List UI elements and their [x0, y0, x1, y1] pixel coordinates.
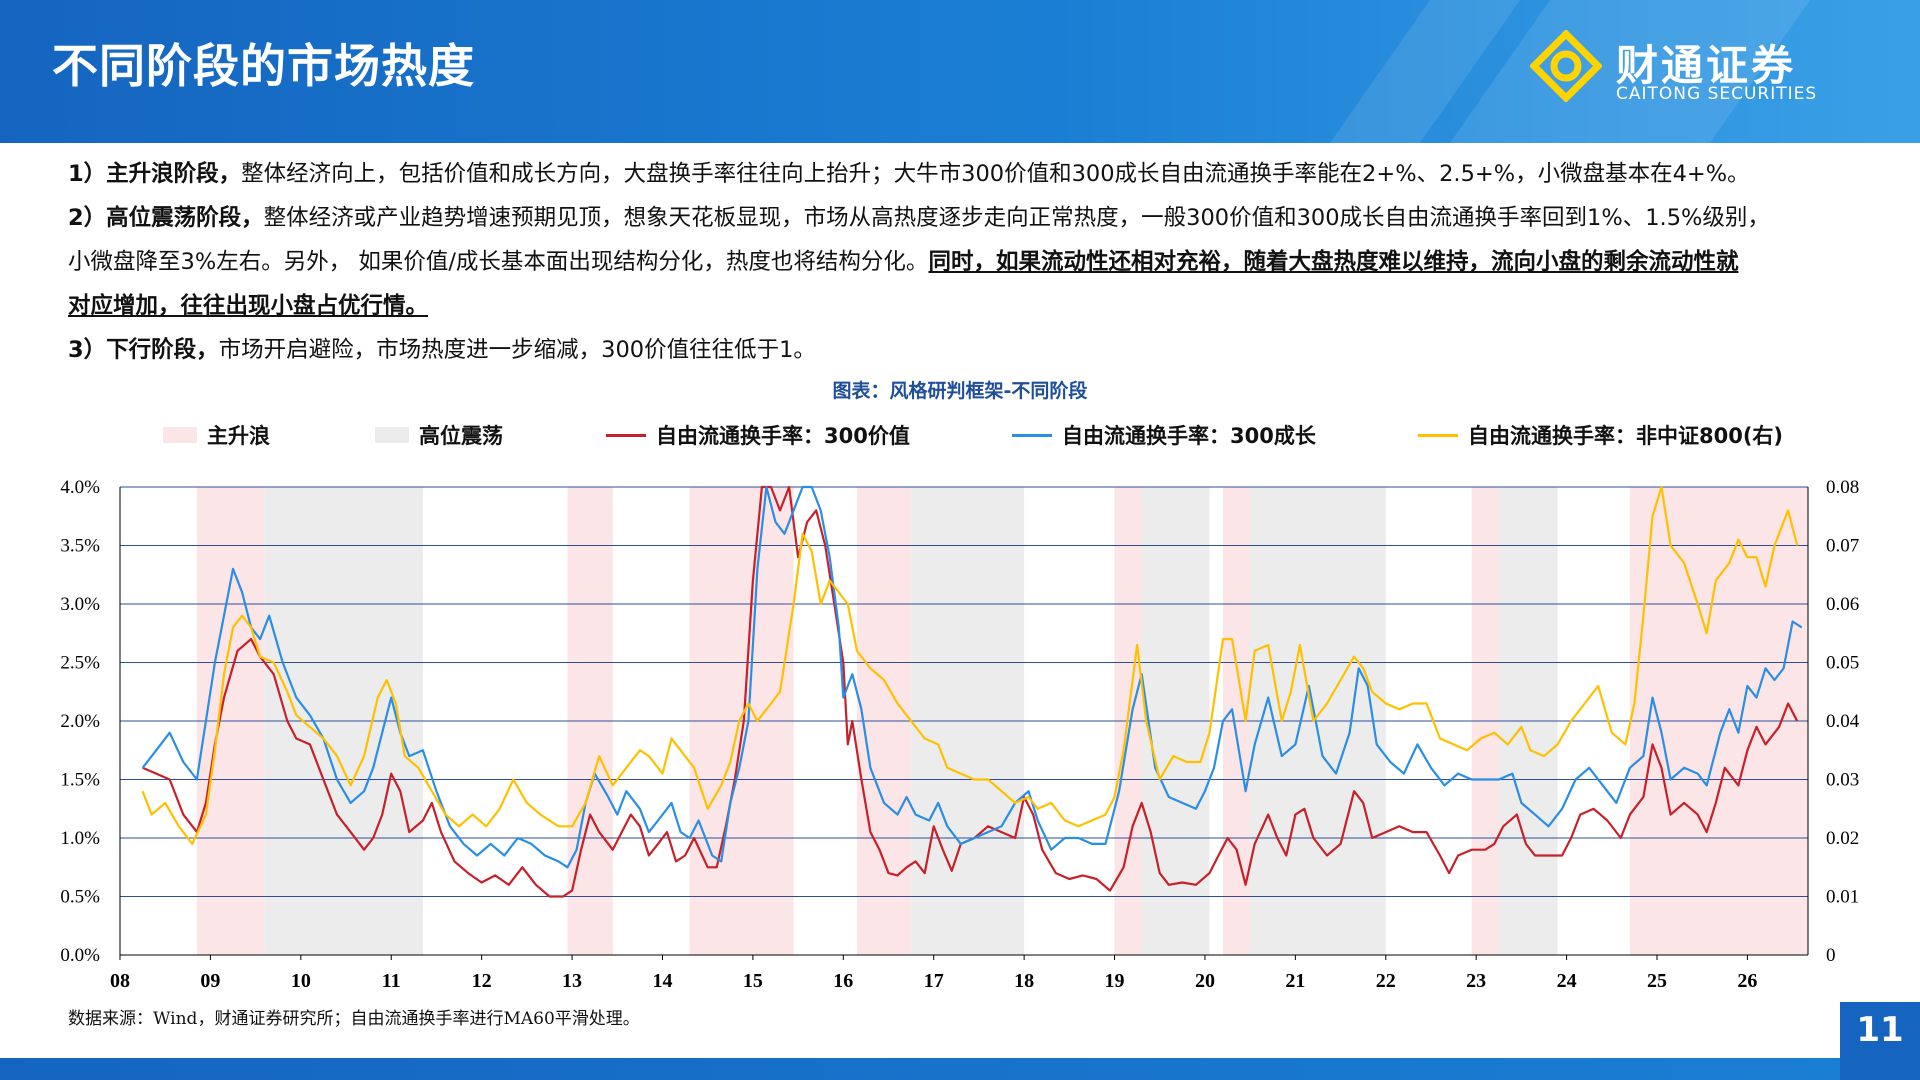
x-tick-label: 19 [1105, 970, 1125, 992]
y-left-tick-label: 3.0% [60, 594, 100, 615]
legend-rise: 主升浪 [163, 420, 270, 450]
paragraph-2: 2）高位震荡阶段，整体经济或产业趋势增速预期见顶，想象天花板显现，市场从高热度逐… [68, 196, 1770, 240]
footer-bar [0, 1058, 1920, 1080]
y-left-tick-label: 1.0% [60, 828, 100, 849]
y-right-tick-label: 0.06 [1826, 594, 1859, 615]
paragraph-3: 3）下行阶段，市场开启避险，市场热度进一步缩减，300价值往往低于1。 [68, 328, 816, 372]
x-tick-label: 23 [1466, 970, 1486, 992]
turnover-chart: 0.0% 0.5% 1.0% 1.5% 2.0% 2.5% 3.0% 3.5% 4.0% 0 0.0… [60, 477, 1860, 992]
data-source-note: 数据来源：Wind，财通证券研究所；自由流通换手率进行MA60平滑处理。 [68, 1009, 640, 1029]
paragraph-2-body: 整体经济或产业趋势增速预期见顶，想象天花板显现，市场从高热度逐步走向正常热度，一… [263, 205, 1770, 231]
paragraph-2-cont2: 对应增加，往往出现小盘占优行情。 [68, 284, 428, 328]
series-line [142, 485, 1799, 898]
legend-value-line [606, 433, 646, 437]
y-left-tick-label: 2.5% [60, 653, 100, 674]
y-right-tick-label: 0.07 [1826, 536, 1859, 557]
x-tick-label: 20 [1195, 970, 1215, 992]
legend-value: 自由流通换手率：300价值 [606, 420, 910, 450]
y-left-tick-label: 0.5% [60, 887, 100, 908]
legend-small-line [1418, 433, 1458, 437]
x-tick-label: 26 [1737, 970, 1757, 992]
x-tick-label: 10 [291, 970, 311, 992]
x-tick-label: 16 [833, 970, 853, 992]
paragraph-1: 1）主升浪阶段，整体经济向上，包括价值和成长方向，大盘换手率往往向上抬升；大牛市… [68, 152, 1750, 196]
y-right-tick-label: 0.04 [1826, 711, 1860, 732]
x-tick-label: 14 [652, 970, 672, 992]
paragraph-2-heading: 2）高位震荡阶段， [68, 205, 264, 231]
x-tick-label: 18 [1014, 970, 1034, 992]
paragraph-3-heading: 3）下行阶段， [68, 337, 219, 363]
legend-rise-swatch [163, 427, 197, 443]
legend-small-label: 自由流通换手率：非中证800(右) [1468, 424, 1784, 448]
paragraph-3-body: 市场开启避险，市场热度进一步缩减，300价值往往低于1。 [218, 337, 816, 363]
y-right-tick-label: 0.08 [1826, 477, 1859, 498]
legend-small: 自由流通换手率：非中证800(右) [1418, 420, 1783, 450]
y-right-tick-label: 0 [1826, 945, 1836, 966]
x-tick-label: 09 [200, 970, 220, 992]
y-right-tick-label: 0.02 [1826, 828, 1859, 849]
paragraph-1-heading: 1）主升浪阶段， [68, 161, 242, 187]
paragraph-2-emphasis-2: 对应增加，往往出现小盘占优行情。 [68, 293, 429, 319]
legend-osc: 高位震荡 [375, 420, 503, 450]
x-tick-label: 15 [743, 970, 763, 992]
page-number: 11 [1840, 1002, 1920, 1080]
legend-osc-label: 高位震荡 [419, 424, 503, 448]
logo-text-cn: 财通证券 [1616, 41, 1797, 90]
series-line [141, 485, 1803, 869]
y-left-tick-label: 2.0% [60, 711, 100, 732]
paragraph-2-body-2: 小微盘降至3%左右。另外， 如果价值/成长基本面出现结构分化，热度也将结构分化。 [68, 249, 929, 275]
series-line [141, 485, 1799, 846]
paragraph-2-cont: 小微盘降至3%左右。另外， 如果价值/成长基本面出现结构分化，热度也将结构分化。… [68, 240, 1738, 284]
logo-mark-icon [1530, 30, 1602, 102]
x-tick-label: 21 [1285, 970, 1305, 992]
y-left-tick-label: 4.0% [60, 477, 100, 498]
x-tick-label: 12 [472, 970, 492, 992]
x-tick-label: 25 [1647, 970, 1667, 992]
company-logo: 财通证券 CAITONG SECURITIES [1530, 28, 1850, 108]
paragraph-2-emphasis: 同时，如果流动性还相对充裕，随着大盘热度难以维持，流向小盘的剩余流动性就 [928, 249, 1739, 275]
x-tick-label: 08 [110, 970, 130, 992]
paragraph-1-body: 整体经济向上，包括价值和成长方向，大盘换手率往往向上抬升；大牛市300价值和30… [241, 161, 1750, 187]
logo-text-en: CAITONG SECURITIES [1616, 84, 1818, 104]
legend-growth: 自由流通换手率：300成长 [1012, 420, 1316, 450]
legend-rise-label: 主升浪 [207, 424, 270, 448]
legend-growth-label: 自由流通换手率：300成长 [1062, 424, 1316, 448]
y-right-tick-label: 0.03 [1826, 770, 1859, 791]
x-tick-label: 22 [1376, 970, 1396, 992]
y-left-tick-label: 1.5% [60, 770, 100, 791]
y-left-tick-label: 3.5% [60, 536, 100, 557]
x-tick-label: 13 [562, 970, 582, 992]
chart-caption: 图表：风格研判框架-不同阶段 [832, 380, 1088, 402]
y-right-tick-label: 0.01 [1826, 887, 1859, 908]
x-tick-label: 17 [924, 970, 944, 992]
legend-value-label: 自由流通换手率：300价值 [656, 424, 910, 448]
x-tick-label: 11 [382, 970, 401, 992]
legend-osc-swatch [375, 427, 409, 443]
x-tick-label: 24 [1557, 970, 1577, 992]
y-right-tick-label: 0.05 [1826, 653, 1859, 674]
page-title: 不同阶段的市场热度 [52, 39, 475, 93]
header-bar: 不同阶段的市场热度 财通证券 CAITONG SECURITIES [0, 0, 1920, 143]
y-left-tick-label: 0.0% [60, 945, 100, 966]
legend-growth-line [1012, 433, 1052, 437]
